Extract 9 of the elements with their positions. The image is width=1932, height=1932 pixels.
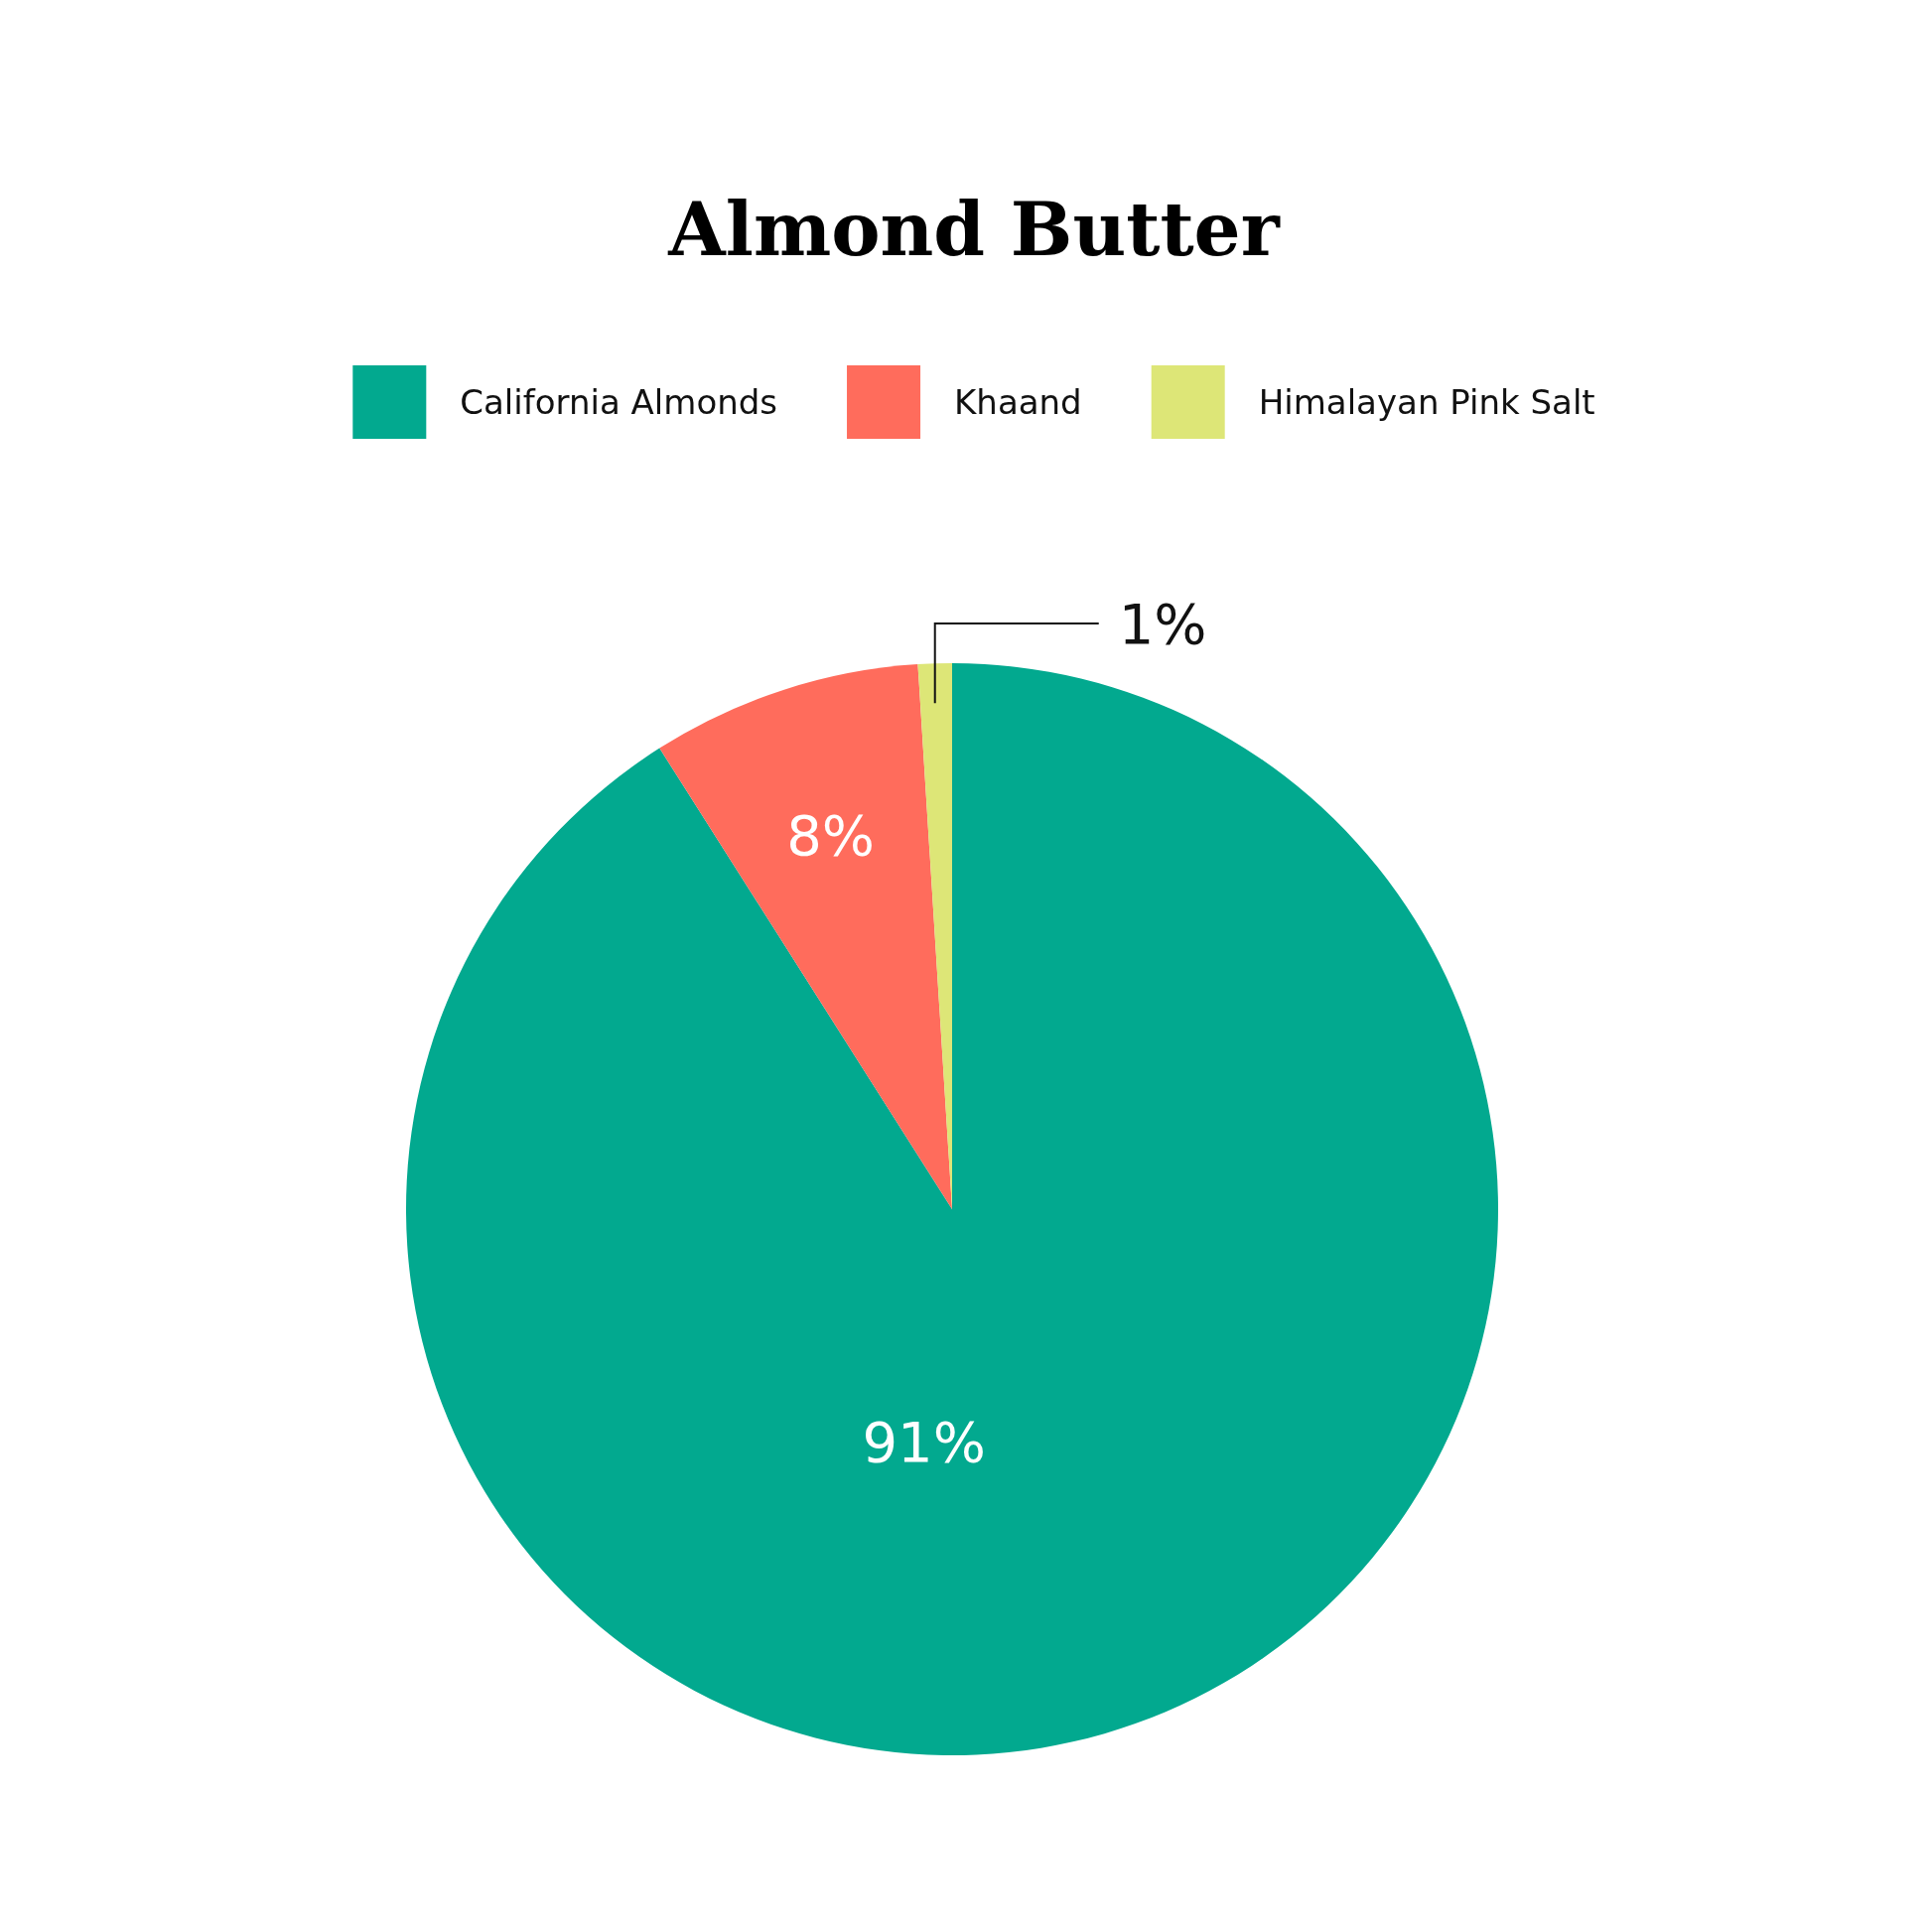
- legend-label: Himalayan Pink Salt: [1258, 381, 1595, 422]
- data-label: 8%: [786, 802, 876, 868]
- legend-label: Khaand: [954, 381, 1082, 422]
- pie-slice: [659, 664, 952, 1209]
- data-label: 1%: [1118, 591, 1207, 656]
- data-label: 91%: [862, 1410, 986, 1475]
- legend-label: California Almonds: [460, 381, 778, 422]
- pie-slice: [406, 663, 1498, 1755]
- chart-title: Almond Butter: [667, 186, 1281, 272]
